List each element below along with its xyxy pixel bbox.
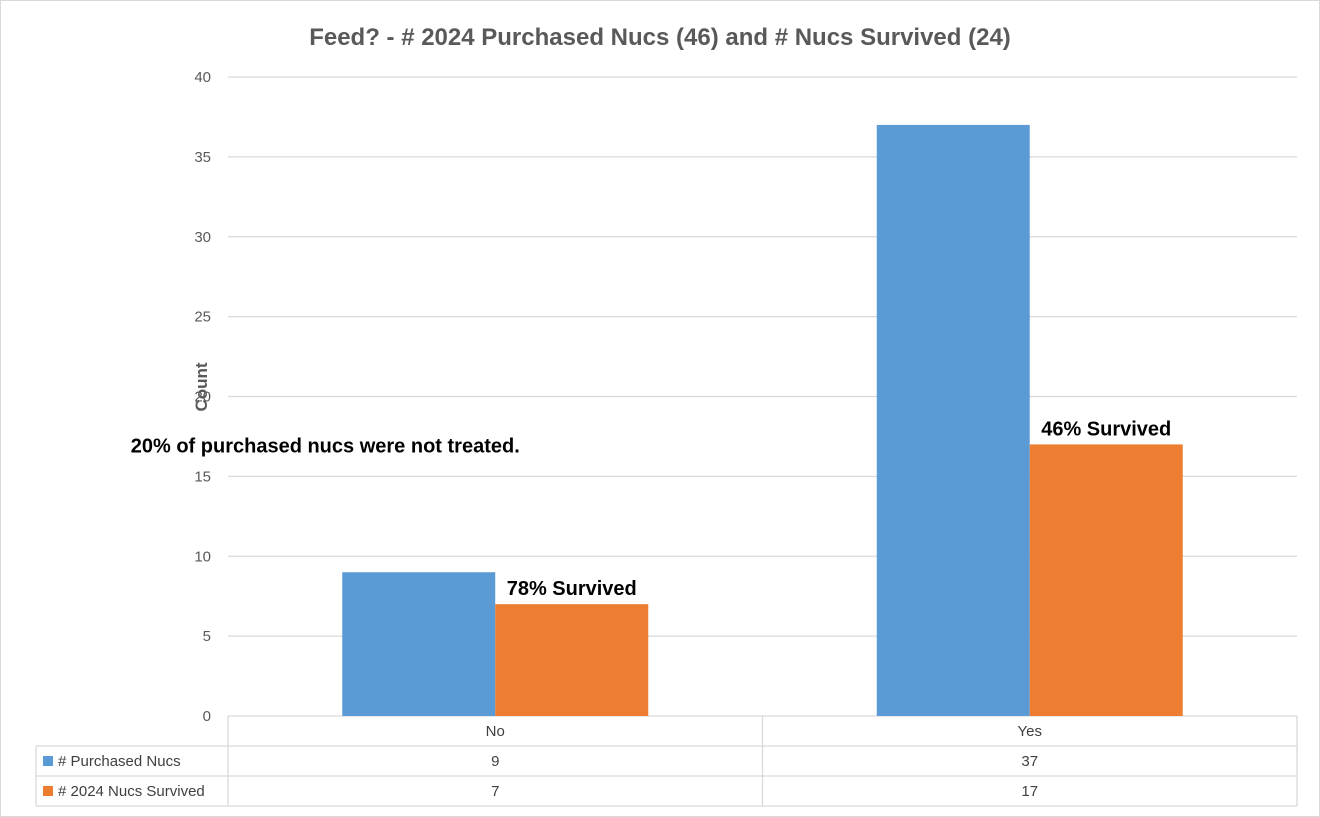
y-tick-label: 5 [203, 628, 211, 645]
y-axis-ticks: 0 5 10 15 20 25 30 35 40 [194, 69, 211, 725]
annotations: 20% of purchased nucs were not treated. 7… [131, 418, 1172, 600]
bar [495, 604, 649, 716]
y-tick-label: 20 [194, 389, 211, 406]
data-table-value: 9 [491, 753, 499, 770]
y-tick-label: 35 [194, 149, 211, 166]
annotation-label: 78% Survived [507, 578, 637, 600]
legend-swatch [43, 756, 53, 766]
bar [876, 124, 1030, 717]
chart-title: Feed? - # 2024 Purchased Nucs (46) and #… [309, 24, 1011, 51]
y-axis-title: Count [192, 362, 211, 411]
legend-label: # Purchased Nucs [58, 753, 181, 770]
data-table-value: 37 [1021, 753, 1038, 770]
data-table: No Yes # Purchased Nucs 9 37 # 2024 Nucs Surv… [35, 716, 1298, 807]
data-table-value: 7 [491, 783, 499, 800]
data-table-value: 17 [1021, 783, 1038, 800]
y-tick-label: 25 [194, 309, 211, 326]
x-tick-label: No [486, 723, 505, 740]
y-tick-label: 10 [194, 548, 211, 565]
bar [342, 572, 496, 716]
y-tick-label: 40 [194, 69, 211, 86]
bars [342, 124, 1183, 717]
y-tick-label: 0 [203, 708, 211, 725]
y-tick-label: 15 [194, 468, 211, 485]
bar [1029, 444, 1183, 716]
y-tick-label: 30 [194, 229, 211, 246]
annotation-label: 20% of purchased nucs were not treated. [131, 435, 520, 457]
legend-label: # 2024 Nucs Survived [58, 783, 205, 800]
legend-swatch [43, 786, 53, 796]
x-tick-label: Yes [1018, 723, 1042, 740]
annotation-label: 46% Survived [1041, 418, 1171, 440]
